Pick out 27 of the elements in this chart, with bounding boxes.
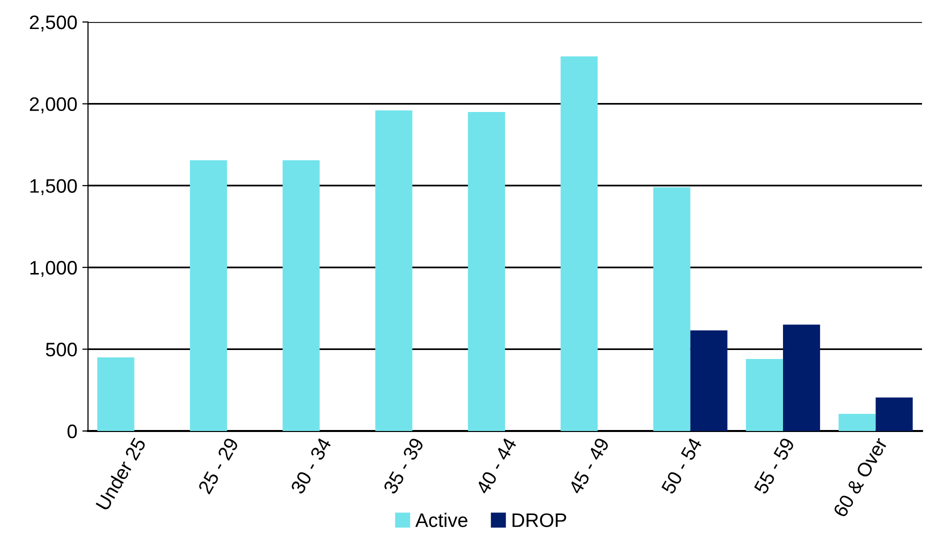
x-tick-label: 35 - 39	[382, 436, 424, 495]
x-tick-label: 50 - 54	[660, 436, 702, 495]
bar	[282, 160, 320, 431]
bar	[375, 110, 412, 431]
x-tick-label: 25 - 29	[198, 436, 239, 495]
x-tick-label: 55 - 59	[754, 436, 795, 495]
legend-label: Active	[415, 512, 468, 528]
y-tick-label: 1,500	[30, 179, 77, 196]
x-tick-label: 30 - 34	[290, 436, 332, 495]
bar	[876, 397, 913, 431]
bar	[468, 112, 505, 431]
bar	[97, 357, 134, 431]
bar	[560, 56, 598, 431]
bar	[653, 187, 690, 431]
legend-label: DROP	[512, 513, 566, 528]
y-tick-label: 2,500	[30, 15, 77, 32]
x-tick-label: 45 - 49	[568, 436, 610, 496]
bar	[746, 359, 783, 431]
x-tick-label: 40 - 44	[475, 436, 518, 496]
bar	[838, 414, 876, 431]
y-tick-label: 2,000	[30, 97, 77, 114]
bar	[190, 160, 227, 431]
y-tick-label: 1,000	[30, 260, 77, 277]
bar	[690, 330, 728, 431]
y-tick-label: 500	[46, 342, 77, 356]
y-tick-label: 0	[68, 424, 77, 438]
bar	[783, 324, 820, 431]
